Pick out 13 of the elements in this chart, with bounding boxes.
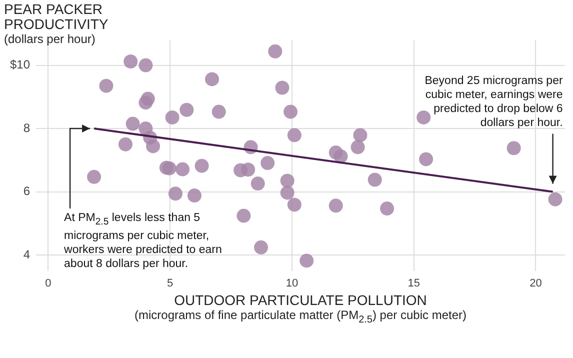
y-axis-title: PEAR PACKER PRODUCTIVITY (dollars per hour): [4, 1, 108, 47]
y-tick-label: 4: [23, 247, 30, 262]
y-tick-label: 6: [23, 184, 30, 198]
x-tick-label: 20: [530, 277, 542, 290]
x-tick-label: 0: [45, 277, 52, 290]
x-tick-label: 10: [286, 277, 298, 290]
y-tick-label: $10: [10, 58, 30, 72]
x-axis-title: OUTDOOR PARTICULATE POLLUTION (micrograms of fine particulate matter (PM$_{2.5}$) per cubic meter): [134, 292, 468, 328]
annotation: Beyond 25 micrograms per cubic meter, earnings were predicted to drop below 6 dollars per hour.: [424, 74, 563, 130]
y-tick-label: 8: [23, 120, 30, 135]
x-tick-label: 15: [408, 277, 420, 290]
annotation: At PM$_{2.5}$ levels less than 5 micrograms per cubic meter, workers were predicted to earn about 8 dollars per hour.: [64, 210, 223, 271]
x-tick-label: 5: [167, 277, 174, 290]
